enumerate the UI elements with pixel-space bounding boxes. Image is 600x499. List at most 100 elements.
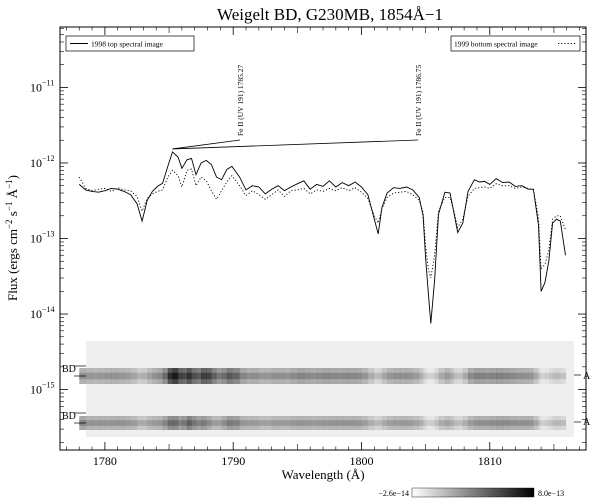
spectral-core-column [393,420,401,426]
spectral-core-column [457,372,464,380]
spectral-core-column [382,420,388,426]
spectral-core-column [278,372,286,380]
y-label-exp-3: −1 [4,179,14,189]
spectral-core-column [399,372,407,380]
spectral-core-column [412,372,420,380]
annotation-label: Fe II (UV 191) 1786.75 [414,64,423,136]
spectral-core-column [467,372,475,380]
y-tick-base: 10 [30,232,42,246]
spectral-core-column [423,420,427,426]
spectral-core-column [428,372,432,380]
spectral-core-column [303,420,311,426]
y-tick-exp: −13 [42,230,55,239]
spectral-core-column [450,420,455,426]
spectral-core-column [462,420,469,426]
spectral-core-column [538,420,542,426]
spectral-core-column [265,372,273,380]
spectral-core-column [124,372,132,380]
spectral-core-column [374,372,379,380]
spectral-core-column [450,372,455,380]
spectral-core-column [552,372,558,380]
spectral-core-column [278,420,286,426]
spectral-core-column [92,372,100,380]
spectral-core-column [187,420,193,426]
chart-title: Weigelt BD, G230MB, 1854Å−1 [217,5,443,24]
spectral-core-column [211,420,218,426]
spectral-core-column [117,372,125,380]
y-label-exp-1: −2 [4,219,14,229]
spectral-core-column [528,420,534,426]
spectral-core-column [316,420,324,426]
spectral-core-column [130,372,138,380]
spectral-core-column [211,372,218,380]
spectral-core-column [521,420,529,426]
spectral-core-column [239,420,247,426]
spectral-core-column [484,372,491,380]
spectral-core-column [152,420,159,426]
spectral-core-column [104,420,112,426]
spectral-core-column [474,372,481,380]
spectral-core-column [552,420,558,426]
spectral-core-column [92,420,100,426]
spectral-core-column [191,420,197,426]
spectral-core-column [271,420,279,426]
spectral-core-column [206,372,212,380]
spectral-core-column [172,420,179,426]
spectral-core-column [444,420,451,426]
spectral-core-column [374,420,379,426]
spectral-core-column [419,372,424,380]
spectral-core-column [226,372,233,380]
spectral-core-column [167,420,174,426]
spectral-core-column [423,372,427,380]
spectral-core-column [560,420,567,426]
y-tick-base: 10 [30,383,42,397]
spectral-core-column [297,420,305,426]
spectral-core-column [130,420,138,426]
spectral-core-column [124,420,132,426]
colorbar: −2.6e−14 8.0e−13 [378,487,564,498]
spectral-core-column [239,372,247,380]
spectral-core-column [515,420,523,426]
spectral-core-column [191,372,197,380]
spectral-core-column [316,372,324,380]
spectral-core-column [136,420,143,426]
spectral-core-column [479,420,486,426]
spectral-core-column [181,420,188,426]
spectral-core-column [387,372,395,380]
spectral-core-column [195,420,202,426]
spectral-core-column [117,420,125,426]
legend-right-label: 1999 bottom spectral image [454,40,538,49]
y-tick-label: 10−15 [30,381,55,397]
x-axis-label: Wavelength (Å) [281,467,364,482]
spectral-core-column [489,420,497,426]
spectral-core-column [430,420,436,426]
spectral-core-column [412,420,420,426]
spectral-core-column [178,420,183,426]
spectral-core-column [430,372,436,380]
spectral-core-column [548,372,554,380]
spectral-core-column [489,372,497,380]
spectral-core-column [329,372,337,380]
spectral-core-column [467,420,475,426]
spectral-core-column [382,372,388,380]
y-tick-label: 10−14 [30,305,55,321]
spectral-core-column [258,420,266,426]
spectral-core-column [226,420,233,426]
spectral-core-column [290,420,298,426]
legend-left: 1998 top spectral image [65,35,195,52]
spectral-core-column [453,372,459,380]
series-line-1998 [78,151,566,324]
spectral-core-column [348,420,356,426]
spectral-core-column [258,372,266,380]
spectral-core-column [181,372,188,380]
spectral-core-column [231,420,241,426]
spectral-core-column [335,372,343,380]
spectral-core-column [387,420,395,426]
spectral-core-column [310,420,318,426]
spectral-core-column [533,420,540,426]
y-label-part-3: Å [5,188,20,201]
spectral-core-column [206,420,212,426]
image-labels: BD BD A A [62,364,591,428]
